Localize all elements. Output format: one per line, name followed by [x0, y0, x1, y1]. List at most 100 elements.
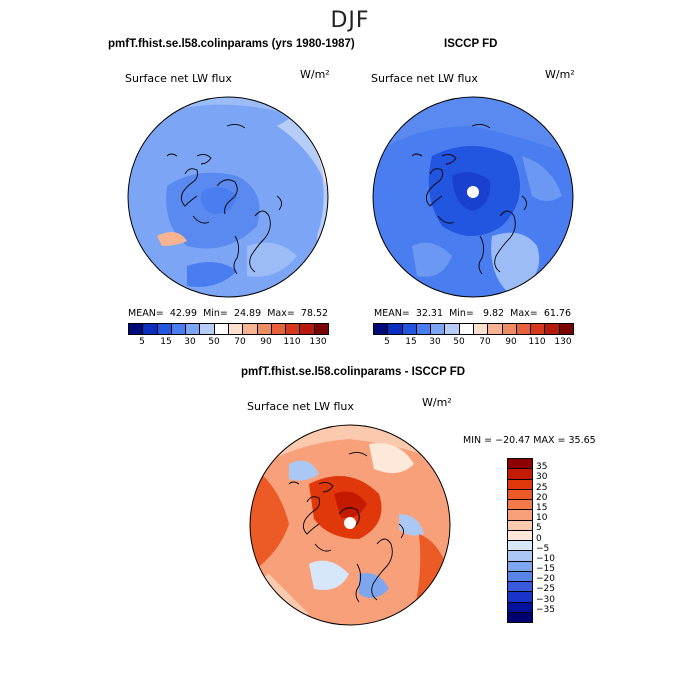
colorbar-swatch [508, 602, 532, 613]
colorbar-label: −15 [536, 564, 555, 575]
tick: 30 [429, 337, 441, 347]
left-variable-label: Surface net LW flux [125, 72, 232, 85]
colorbar-swatch [186, 324, 201, 334]
left-polar-map [127, 96, 329, 298]
difference-polar-map [249, 424, 451, 626]
colorbar-swatch [545, 324, 560, 334]
colorbar-label: −30 [536, 594, 555, 605]
colorbar-swatch [402, 324, 417, 334]
colorbar-label: 10 [536, 513, 548, 524]
colorbar-swatch [459, 324, 474, 334]
tick: 50 [208, 337, 220, 347]
colorbar-swatch [502, 324, 517, 334]
tick: 90 [505, 337, 517, 347]
difference-header: pmfT.fhist.se.l58.colinparams - ISCCP FD [241, 366, 466, 378]
colorbar-swatch [431, 324, 446, 334]
colorbar-swatch [559, 324, 573, 334]
colorbar-swatch [508, 561, 532, 572]
tick: 15 [405, 337, 417, 347]
colorbar-swatch [143, 324, 158, 334]
colorbar-label: 5 [536, 523, 542, 534]
left-colorbar [128, 323, 329, 335]
tick: 110 [528, 337, 546, 347]
diff-variable-label: Surface net LW flux [247, 400, 354, 413]
colorbar-label: −5 [536, 543, 550, 554]
diff-units-label: W/m² [422, 396, 452, 409]
colorbar-label: 25 [536, 482, 548, 493]
colorbar-swatch [508, 459, 532, 470]
tick: 130 [554, 337, 572, 347]
right-units-label: W/m² [545, 68, 575, 81]
colorbar-label: −25 [536, 584, 555, 595]
colorbar-swatch [508, 520, 532, 531]
left-max: 78.52 [300, 308, 329, 319]
right-variable-label: Surface net LW flux [371, 72, 478, 85]
colorbar-swatch [300, 324, 315, 334]
colorbar-swatch [171, 324, 187, 334]
colorbar-label: 30 [536, 472, 548, 483]
colorbar-swatch [286, 324, 301, 334]
colorbar-swatch [129, 324, 144, 334]
model-run-header: pmfT.fhist.se.l58.colinparams (yrs 1980-… [108, 38, 355, 50]
tick: 130 [309, 337, 327, 347]
colorbar-swatch [531, 324, 546, 334]
colorbar-swatch [416, 324, 432, 334]
colorbar-swatch [228, 324, 244, 334]
colorbar-swatch [508, 551, 532, 562]
colorbar-swatch [257, 324, 272, 334]
tick: 15 [160, 337, 172, 347]
tick: 70 [479, 337, 491, 347]
right-stats: MEAN= 32.31 Min= 9.82 Max= 61.76 [374, 308, 572, 319]
colorbar-swatch [508, 489, 532, 500]
colorbar-swatch [508, 510, 532, 521]
right-min: 9.82 [482, 308, 505, 319]
right-colorbar-ticks: 5 15 30 50 70 90 110 130 [373, 337, 573, 351]
left-units-label: W/m² [300, 68, 330, 81]
colorbar-swatch [473, 324, 489, 334]
obs-header: ISCCP FD [444, 38, 498, 50]
colorbar-swatch [488, 324, 503, 334]
colorbar-swatch [388, 324, 403, 334]
tick: 5 [139, 337, 145, 347]
tick: 110 [283, 337, 301, 347]
right-max: 61.76 [543, 308, 572, 319]
colorbar-swatch [508, 582, 532, 593]
tick: 50 [453, 337, 465, 347]
colorbar-label: 35 [536, 462, 548, 473]
colorbar-swatch [445, 324, 460, 334]
tick: 5 [384, 337, 390, 347]
colorbar-swatch [508, 530, 532, 541]
colorbar-swatch [271, 324, 287, 334]
right-mean: 32.31 [415, 308, 444, 319]
colorbar-label: −20 [536, 574, 555, 585]
left-stats: MEAN= 42.99 Min= 24.89 Max= 78.52 [128, 308, 329, 319]
colorbar-swatch [314, 324, 328, 334]
colorbar-swatch [214, 324, 229, 334]
colorbar-swatch [508, 479, 532, 490]
colorbar-swatch [508, 571, 532, 582]
tick: 90 [260, 337, 272, 347]
pole-mask [344, 517, 356, 529]
colorbar-label: 0 [536, 533, 542, 544]
pole-mask [467, 186, 479, 198]
colorbar-swatch [508, 612, 532, 622]
colorbar-label: 15 [536, 502, 548, 513]
colorbar-label: −35 [536, 604, 555, 615]
colorbar-label: 20 [536, 492, 548, 503]
colorbar-swatch [508, 541, 532, 552]
left-mean: 42.99 [169, 308, 198, 319]
colorbar-swatch [243, 324, 258, 334]
tick: 30 [184, 337, 196, 347]
colorbar-swatch [200, 324, 215, 334]
diff-colorbar-labels: 35 30 25 20 15 10 5 0 −5 −10 −15 −20 −25 −30 −35 [536, 458, 576, 628]
left-min: 24.89 [233, 308, 262, 319]
diff-minmax: MIN = −20.47 MAX = 35.65 [463, 435, 596, 446]
colorbar-label: −10 [536, 553, 555, 564]
colorbar-swatch [508, 592, 532, 603]
colorbar-swatch [508, 500, 532, 511]
right-colorbar [373, 323, 574, 335]
colorbar-swatch [157, 324, 172, 334]
diff-colorbar [507, 458, 533, 623]
season-title: DJF [330, 8, 370, 33]
colorbar-swatch [508, 469, 532, 480]
